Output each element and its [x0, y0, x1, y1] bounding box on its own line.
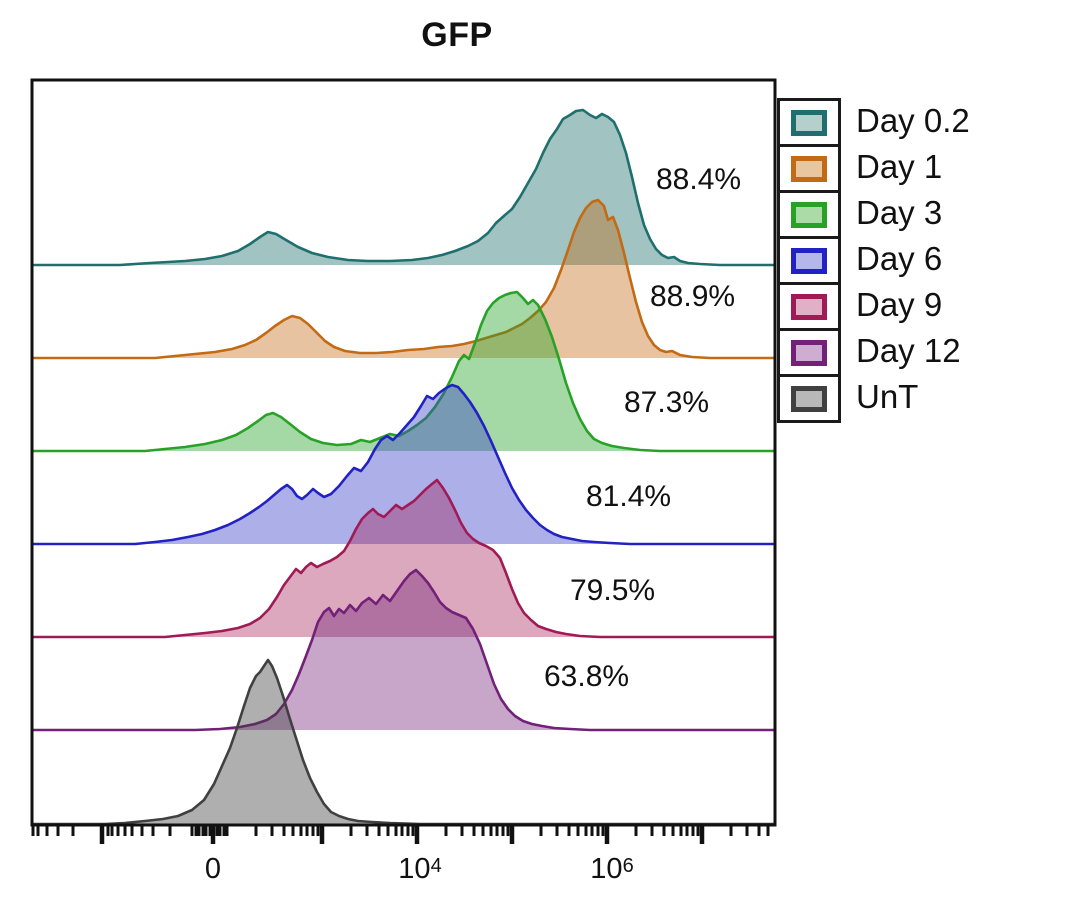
x-axis-label-0: 0 [204, 853, 222, 885]
legend-swatch-day-1 [780, 147, 838, 193]
histogram-day-1 [31, 198, 776, 360]
legend-label-column: Day 0.2 Day 1 Day 3 Day 6 Day 9 Day 12 UnT [856, 98, 970, 420]
color-swatch-icon [791, 109, 827, 136]
histogram-day-9 [31, 478, 776, 639]
chart-title: GFP [421, 16, 493, 54]
legend-swatch-day-0-2 [780, 101, 838, 147]
legend-label-day-12: Day 12 [856, 332, 961, 369]
percent-label-day-1: 88.9% [650, 280, 736, 313]
percent-label-day-0-2: 88.4% [656, 163, 742, 196]
percent-label-day-9: 79.5% [570, 574, 656, 607]
x-axis-label-104: 104 [398, 853, 442, 885]
legend-swatch-day-9 [780, 285, 838, 331]
histogram-series-group [31, 108, 776, 826]
legend-label-unt: UnT [856, 378, 919, 415]
percent-label-day-6: 81.4% [586, 480, 672, 513]
legend-label-day-6: Day 6 [856, 240, 943, 277]
x-axis-ticks [31, 826, 770, 844]
legend-swatch-day-12 [780, 331, 838, 377]
color-swatch-icon [791, 339, 827, 366]
legend-label-day-1: Day 1 [856, 148, 943, 185]
legend-swatch-unt [780, 377, 838, 420]
histogram-day-0-2 [31, 108, 776, 267]
histogram-day-6 [31, 383, 776, 546]
color-swatch-icon [791, 201, 827, 228]
legend-label-day-0-2: Day 0.2 [856, 102, 970, 139]
histogram-unt [31, 658, 776, 826]
histogram-day-12 [31, 568, 776, 732]
plot-background [32, 80, 775, 825]
legend-label-day-3: Day 3 [856, 194, 943, 231]
legend-swatch-column [777, 98, 841, 423]
color-swatch-icon [791, 293, 827, 320]
histogram-day-3 [31, 290, 776, 453]
legend-label-day-9: Day 9 [856, 286, 943, 323]
legend-swatch-day-3 [780, 193, 838, 239]
color-swatch-icon [791, 247, 827, 274]
plot-border [30, 78, 777, 827]
percent-label-day-3: 87.3% [624, 386, 710, 419]
color-swatch-icon [791, 385, 827, 412]
legend-swatch-day-6 [780, 239, 838, 285]
x-axis-label-106: 106 [590, 853, 634, 885]
color-swatch-icon [791, 155, 827, 182]
percent-label-day-12: 63.8% [544, 660, 630, 693]
